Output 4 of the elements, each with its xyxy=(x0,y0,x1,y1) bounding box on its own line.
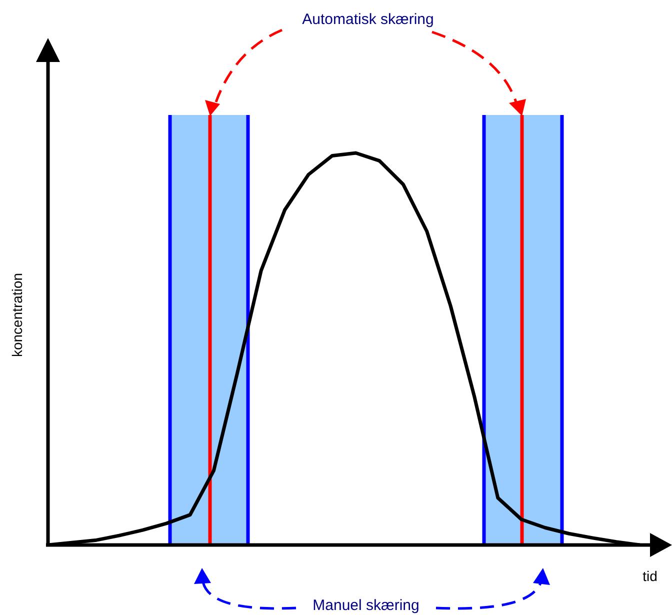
text: Automatisk skæring xyxy=(302,11,434,28)
y-axis-title: koncentration xyxy=(8,272,25,358)
text: Manuel skæring xyxy=(312,597,420,614)
x-axis-title: tid xyxy=(642,568,658,584)
